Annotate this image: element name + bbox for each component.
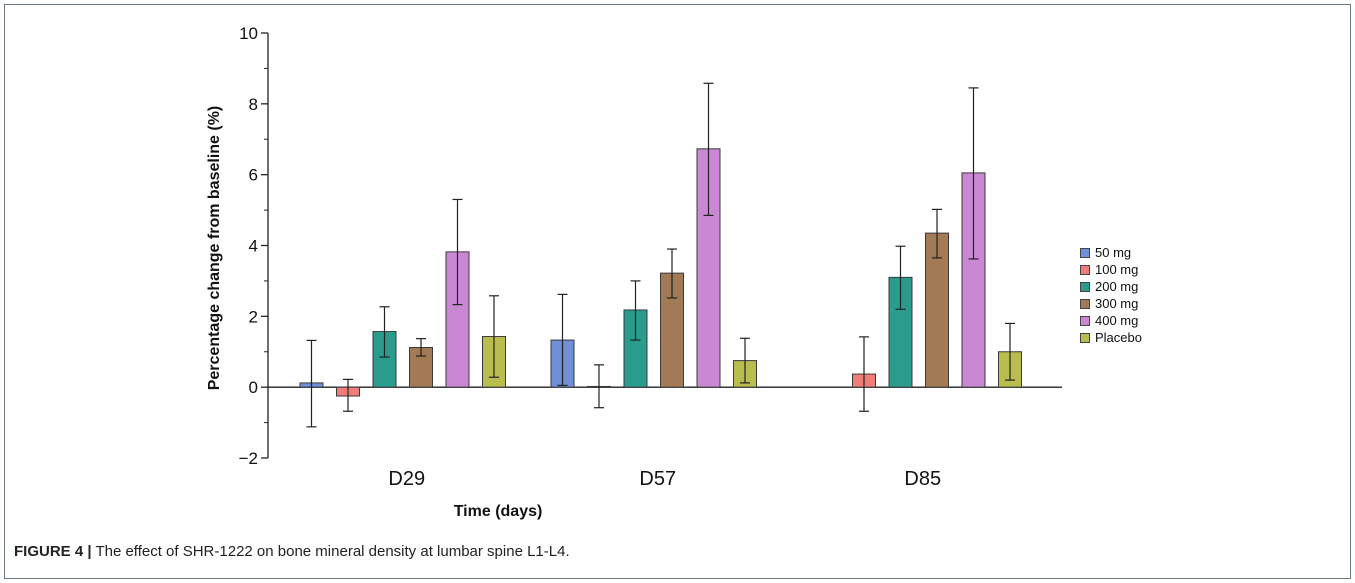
x-category-label: D57 [639, 468, 676, 490]
caption-text: The effect of SHR-1222 on bone mineral d… [91, 543, 570, 560]
figure-caption: FIGURE 4 | The effect of SHR-1222 on bon… [14, 543, 570, 560]
legend-item: 400 mg [1080, 312, 1142, 329]
y-tick-label: 4 [249, 237, 258, 256]
y-tick-label: 0 [249, 378, 258, 397]
legend-label: Placebo [1095, 330, 1142, 345]
legend-swatch [1080, 315, 1090, 326]
legend-label: 100 mg [1095, 262, 1139, 277]
x-category-label: D85 [904, 468, 941, 490]
y-tick-label: 6 [249, 166, 258, 185]
legend-label: 400 mg [1095, 313, 1139, 328]
legend-label: 200 mg [1095, 279, 1139, 294]
legend-item: 100 mg [1080, 261, 1142, 278]
legend-item: Placebo [1080, 329, 1142, 346]
y-axis-title: Percentage change from baseline (%) [206, 106, 223, 391]
legend-swatch [1080, 281, 1090, 292]
legend-item: 300 mg [1080, 295, 1142, 312]
legend-label: 50 mg [1095, 245, 1132, 260]
figure-label: FIGURE 4 | [14, 543, 92, 560]
legend-label: 300 mg [1095, 296, 1139, 311]
chart-legend: 50 mg 100 mg 200 mg 300 mg 400 mg Placebo [1080, 244, 1142, 346]
y-tick-label: 10 [239, 24, 258, 43]
legend-swatch [1080, 264, 1090, 275]
legend-item: 50 mg [1080, 244, 1142, 261]
legend-swatch [1080, 298, 1090, 309]
figure-frame [4, 4, 1351, 579]
y-tick-label: 8 [249, 95, 258, 114]
x-axis-title: Time (days) [454, 503, 543, 520]
legend-swatch [1080, 247, 1090, 258]
y-tick-label: −2 [239, 449, 258, 468]
legend-swatch [1080, 332, 1090, 343]
legend-item: 200 mg [1080, 278, 1142, 295]
x-category-label: D29 [388, 468, 425, 490]
y-tick-label: 2 [249, 307, 258, 326]
